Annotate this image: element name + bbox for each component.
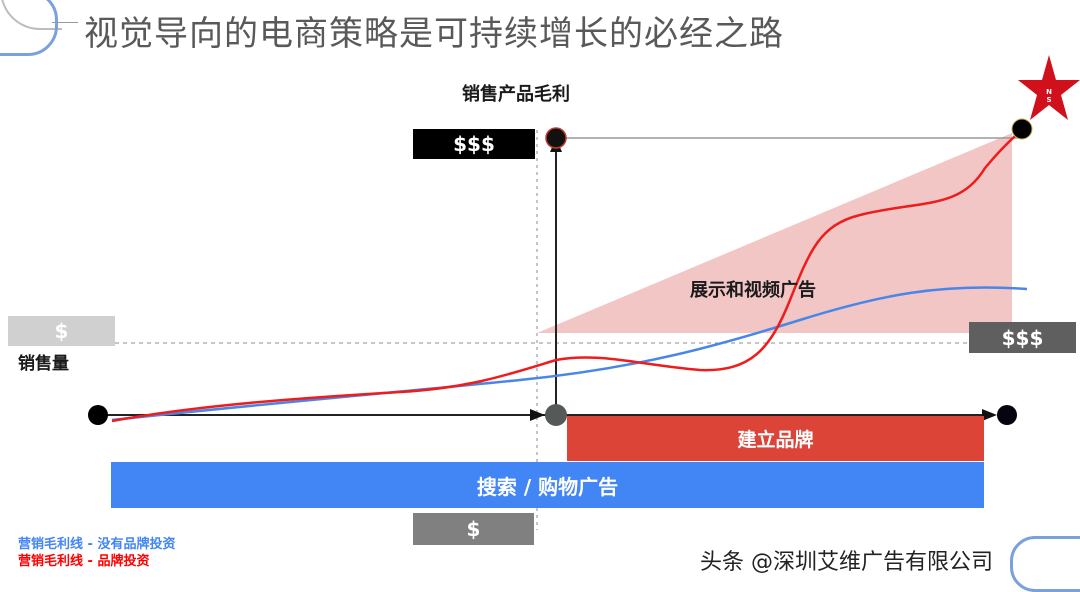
right-arrow-icon — [530, 409, 545, 421]
search-shopping-ads-bar: 搜索 / 购物广告 — [111, 462, 984, 508]
area-label: 展示和视频广告 — [690, 280, 816, 301]
decorative-pill-top-left — [0, 0, 58, 56]
north-star-icon — [1018, 55, 1080, 120]
price-tag-low-margin: $ — [8, 316, 115, 346]
price-tag-bottom: $ — [413, 513, 534, 545]
watermark: 头条 @深圳艾维广告有限公司 — [700, 550, 993, 575]
legend-item-no-brand: 营销毛利线 - 没有品牌投资 — [18, 537, 176, 552]
target-node — [1011, 118, 1033, 140]
decorative-line — [52, 22, 78, 23]
display-video-area — [537, 133, 1012, 333]
svg-text:S: S — [1046, 96, 1051, 104]
mid-node — [545, 404, 567, 426]
price-tag-high-margin: $$$ — [413, 129, 535, 159]
origin-node — [88, 405, 108, 425]
legend-item-brand: 营销毛利线 - 品牌投资 — [18, 554, 150, 569]
margin-line-brand — [111, 129, 1023, 423]
y-axis-label: 销售产品毛利 — [462, 84, 570, 105]
right-arrow-end-icon — [982, 409, 997, 421]
end-node — [997, 405, 1017, 425]
svg-text:N: N — [1046, 88, 1052, 96]
top-node — [545, 127, 567, 149]
x-axis-label: 销售量 — [18, 354, 69, 374]
margin-line-no-brand — [111, 286, 1028, 422]
price-tag-target-margin: $$$ — [969, 322, 1076, 353]
slide-title: 视觉导向的电商策略是可持续增长的必经之路 — [84, 14, 784, 54]
brand-building-bar: 建立品牌 — [567, 416, 984, 461]
